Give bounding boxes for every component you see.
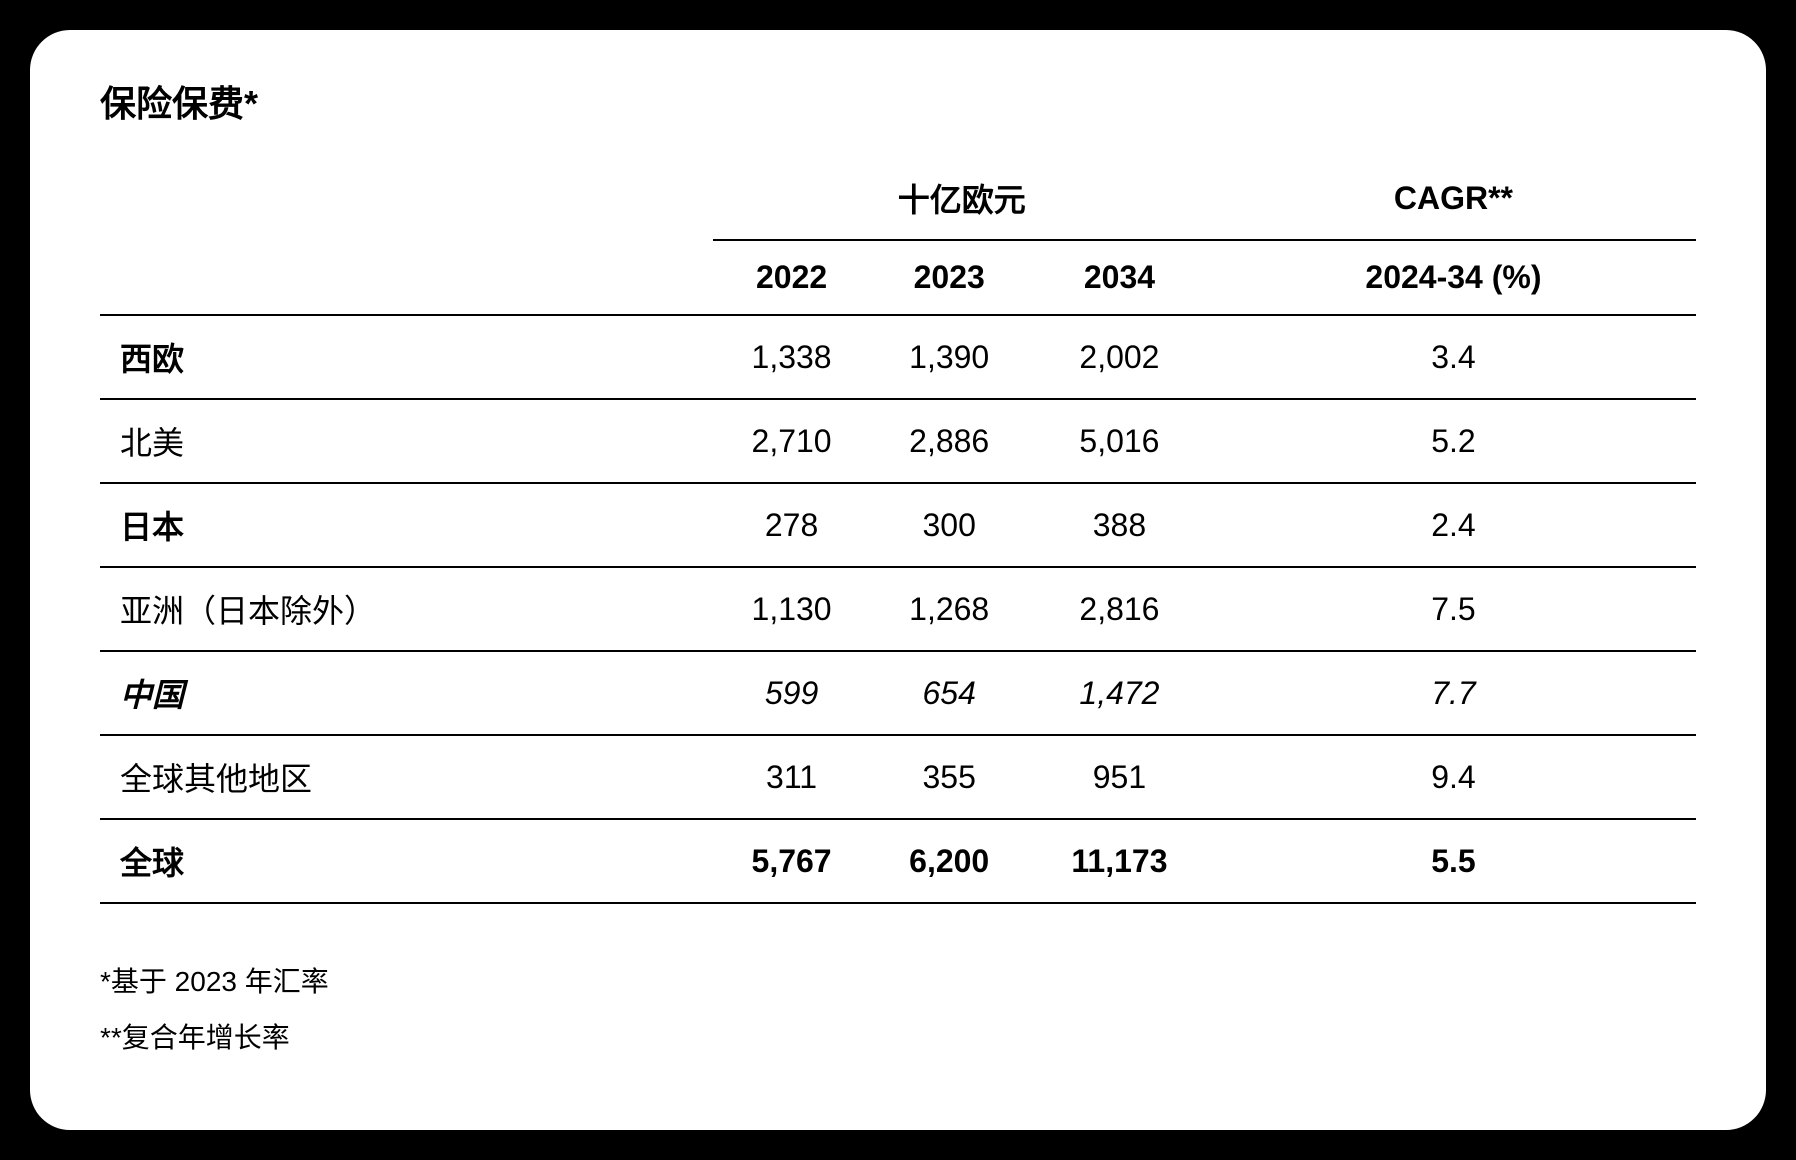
cell-region: 中国 bbox=[100, 651, 713, 735]
group-header-cagr: CAGR** bbox=[1211, 157, 1696, 240]
footnote-1: *基于 2023 年汇率 bbox=[100, 954, 1696, 1010]
cell-value: 7.7 bbox=[1211, 651, 1696, 735]
cell-value: 1,130 bbox=[713, 567, 871, 651]
table-row: 西欧 1,338 1,390 2,002 3.4 bbox=[100, 315, 1696, 399]
cell-region: 北美 bbox=[100, 399, 713, 483]
cell-value: 5.2 bbox=[1211, 399, 1696, 483]
cell-region: 西欧 bbox=[100, 315, 713, 399]
cell-value: 5.5 bbox=[1211, 819, 1696, 903]
group-header-row: 十亿欧元 CAGR** bbox=[100, 157, 1696, 240]
cell-region: 全球 bbox=[100, 819, 713, 903]
cell-value: 5,767 bbox=[713, 819, 871, 903]
cell-value: 2,816 bbox=[1028, 567, 1211, 651]
col-header-2022: 2022 bbox=[713, 240, 871, 315]
cell-value: 5,016 bbox=[1028, 399, 1211, 483]
table-body: 西欧 1,338 1,390 2,002 3.4 北美 2,710 2,886 … bbox=[100, 315, 1696, 903]
table-card: 保险保费* 十亿欧元 CAGR** 2022 2023 2034 2024-34… bbox=[30, 30, 1766, 1130]
footnote-2: **复合年增长率 bbox=[100, 1010, 1696, 1066]
cell-value: 2.4 bbox=[1211, 483, 1696, 567]
table-total-row: 全球 5,767 6,200 11,173 5.5 bbox=[100, 819, 1696, 903]
cell-value: 300 bbox=[870, 483, 1028, 567]
group-header-currency: 十亿欧元 bbox=[713, 157, 1211, 240]
table-row: 中国 599 654 1,472 7.7 bbox=[100, 651, 1696, 735]
col-header-region bbox=[100, 240, 713, 315]
cell-region: 亚洲（日本除外） bbox=[100, 567, 713, 651]
cell-value: 7.5 bbox=[1211, 567, 1696, 651]
cell-value: 1,472 bbox=[1028, 651, 1211, 735]
column-header-row: 2022 2023 2034 2024-34 (%) bbox=[100, 240, 1696, 315]
cell-value: 2,710 bbox=[713, 399, 871, 483]
cell-value: 1,390 bbox=[870, 315, 1028, 399]
table-row: 全球其他地区 311 355 951 9.4 bbox=[100, 735, 1696, 819]
cell-value: 11,173 bbox=[1028, 819, 1211, 903]
cell-value: 388 bbox=[1028, 483, 1211, 567]
col-header-2023: 2023 bbox=[870, 240, 1028, 315]
table-row: 亚洲（日本除外） 1,130 1,268 2,816 7.5 bbox=[100, 567, 1696, 651]
cell-value: 2,002 bbox=[1028, 315, 1211, 399]
insurance-premiums-table: 十亿欧元 CAGR** 2022 2023 2034 2024-34 (%) 西… bbox=[100, 157, 1696, 904]
table-row: 北美 2,710 2,886 5,016 5.2 bbox=[100, 399, 1696, 483]
cell-value: 1,268 bbox=[870, 567, 1028, 651]
cell-value: 6,200 bbox=[870, 819, 1028, 903]
cell-region: 日本 bbox=[100, 483, 713, 567]
cell-value: 2,886 bbox=[870, 399, 1028, 483]
cell-value: 278 bbox=[713, 483, 871, 567]
cell-region: 全球其他地区 bbox=[100, 735, 713, 819]
group-header-empty bbox=[100, 157, 713, 240]
cell-value: 9.4 bbox=[1211, 735, 1696, 819]
cell-value: 599 bbox=[713, 651, 871, 735]
cell-value: 654 bbox=[870, 651, 1028, 735]
cell-value: 1,338 bbox=[713, 315, 871, 399]
footnotes: *基于 2023 年汇率 **复合年增长率 bbox=[100, 954, 1696, 1066]
card-title: 保险保费* bbox=[100, 75, 1696, 127]
cell-value: 311 bbox=[713, 735, 871, 819]
col-header-2034: 2034 bbox=[1028, 240, 1211, 315]
cell-value: 355 bbox=[870, 735, 1028, 819]
cell-value: 3.4 bbox=[1211, 315, 1696, 399]
table-row: 日本 278 300 388 2.4 bbox=[100, 483, 1696, 567]
cell-value: 951 bbox=[1028, 735, 1211, 819]
col-header-cagr-period: 2024-34 (%) bbox=[1211, 240, 1696, 315]
